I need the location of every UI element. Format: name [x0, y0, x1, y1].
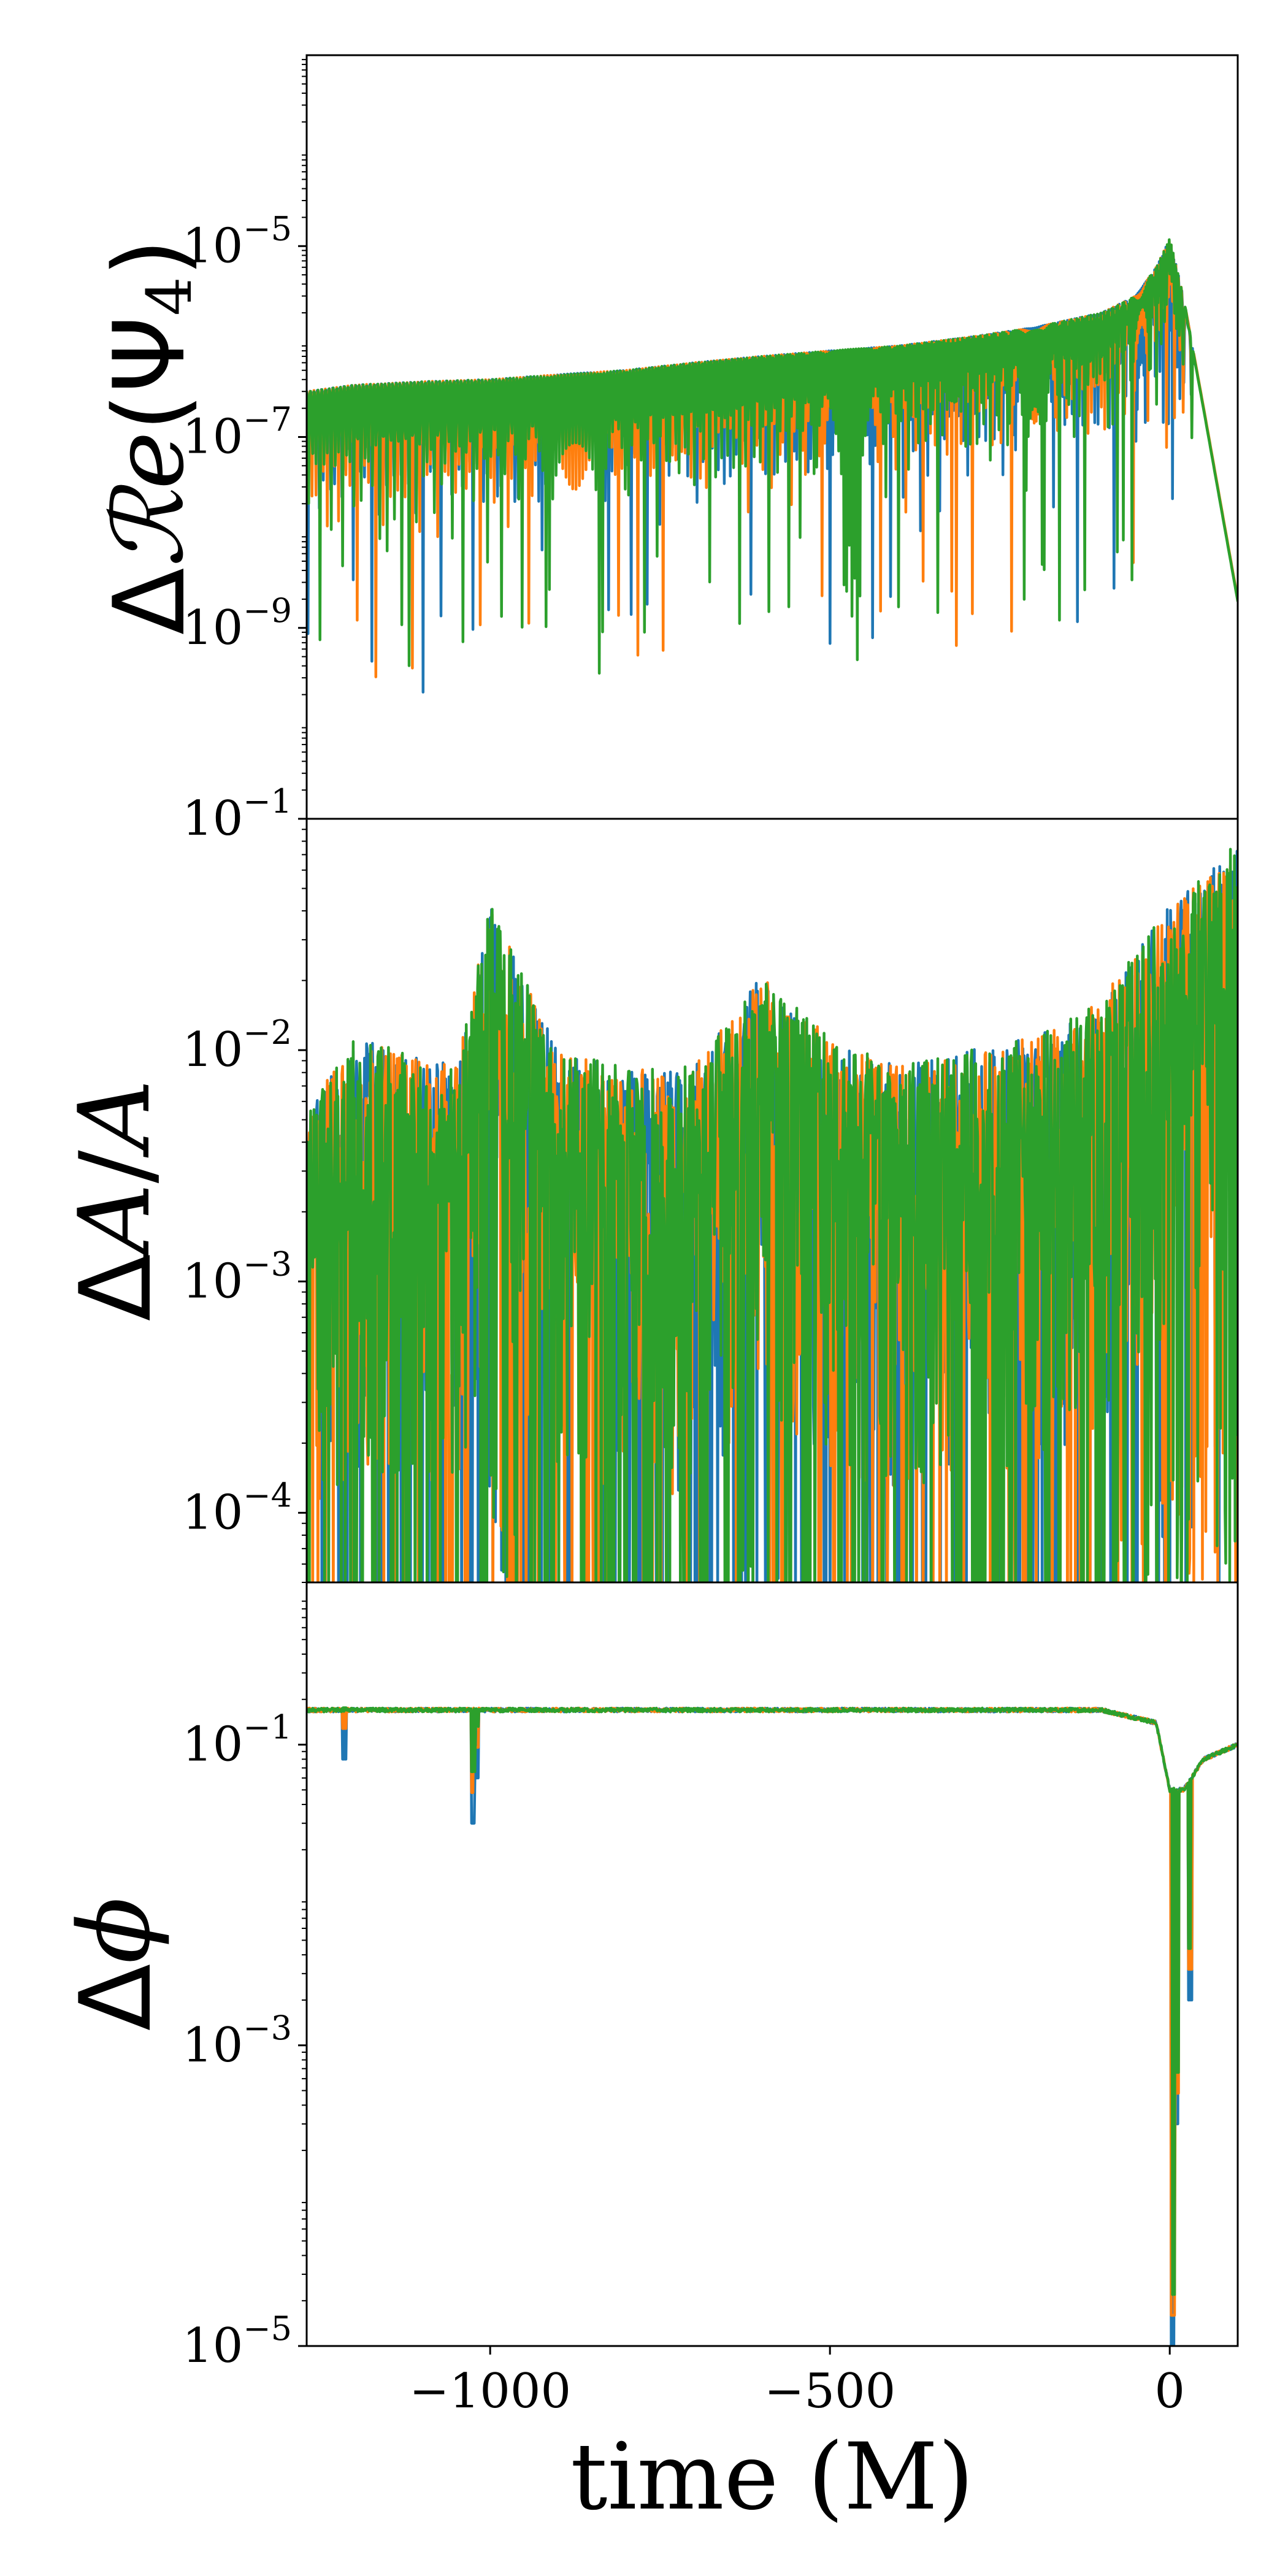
panel-amplitude: 10−110−210−310−4 ΔA/A: [57, 782, 1239, 1584]
y-tick-label: 10−3: [182, 2009, 292, 2073]
y-axis-label: Δℛe(Ψ4): [91, 239, 207, 635]
x-axis-label: time (M): [570, 2424, 974, 2531]
y-tick-label: 10−1: [182, 782, 292, 846]
y-tick-label: 10−1: [182, 782, 292, 846]
y-axis-label: Δϕ: [57, 1897, 173, 2031]
y-tick-label: 10−3: [182, 1244, 292, 1309]
y-tick-label: 10−4: [182, 1476, 292, 1540]
ylabel-e: e: [91, 431, 205, 489]
ylabel-re: ℛ: [91, 483, 205, 568]
series-line: [307, 848, 1238, 1582]
y-tick-label: 10−2: [182, 1013, 292, 1078]
x-tick-label: 0: [1154, 2364, 1185, 2419]
ylabel-a: A: [57, 1183, 172, 1262]
ylabel-phi: ϕ: [57, 1897, 172, 1964]
ylabel-a2: A: [57, 1079, 172, 1159]
y-axis-ticks: 10−1 10−3 10−5: [182, 1600, 307, 2374]
ylabel-delta: Δ: [58, 1964, 173, 2031]
y-axis-label: ΔA/A: [57, 1079, 173, 1321]
x-tick-label: −1000: [409, 2364, 571, 2419]
panel-re-psi4: 10−5 10−7 10−9 10−1 Δℛe(Ψ4): [91, 54, 1239, 846]
y-axis-ticks: 10−1 10−2 10−3 10−4: [182, 782, 307, 1583]
y-tick-label: 10−5: [182, 2309, 292, 2374]
series-group: [307, 238, 1238, 694]
y-axis-ticks: 10−5 10−7 10−9 10−1: [182, 59, 307, 846]
ylabel-psi: (Ψ: [92, 316, 207, 431]
series-group: [307, 1706, 1238, 2346]
ylabel-close: ): [92, 239, 207, 277]
x-axis-ticks: −1000 −500 0: [409, 2346, 1185, 2419]
ylabel-slash: /: [58, 1150, 173, 1183]
series-line: [307, 1706, 1238, 2296]
y-tick-label: 10−9: [182, 591, 292, 656]
plot-frame: [305, 1581, 1239, 2347]
ylabel-delta: Δ: [58, 1254, 173, 1321]
ylabel-delta: Δ: [92, 568, 207, 635]
x-tick-label: −500: [764, 2364, 895, 2419]
panel-phase: 10−1 10−3 10−5 −1000 −500 0 Δϕ time (M): [57, 1581, 1239, 2531]
y-tick-label: 10−7: [182, 401, 292, 465]
series-line: [307, 238, 1238, 675]
y-tick-label: 10−1: [182, 1708, 292, 1773]
ylabel-subscript: 4: [134, 277, 205, 316]
y-tick-label: 10−5: [182, 209, 292, 274]
series-group: [307, 848, 1238, 1582]
